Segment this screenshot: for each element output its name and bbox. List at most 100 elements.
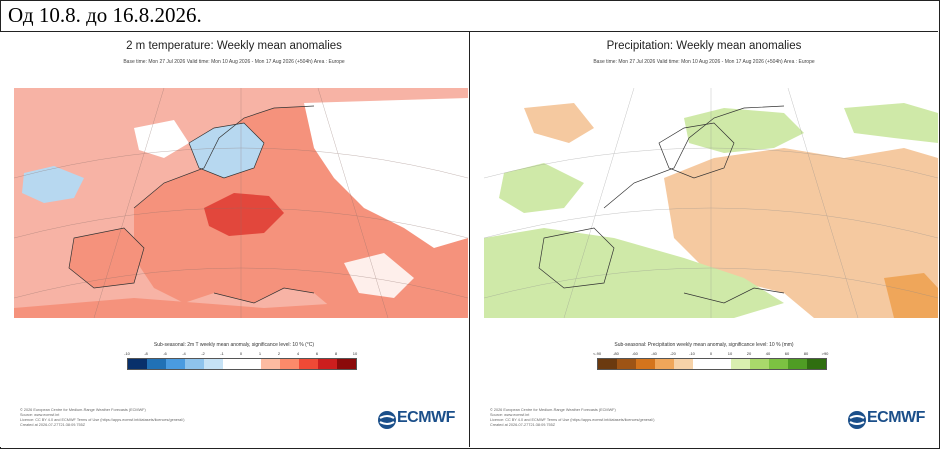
footer-line: © 2026 European Centre for Medium-Range … [490, 408, 616, 412]
legend-swatch [337, 359, 356, 369]
logo-text: ECMWF [867, 409, 925, 426]
legend-tick-label: 80 [803, 351, 809, 356]
neutral-russia [304, 98, 468, 248]
legend-swatch [750, 359, 769, 369]
header-row: Од 10.8. до 16.8.2026. [0, 0, 938, 32]
coastlines [68, 105, 315, 304]
hot-core-central-europe [204, 193, 284, 236]
wet-mediterranean [484, 228, 784, 318]
footer-line: Source: www.ecmwf.int [20, 413, 60, 417]
legend-swatch [769, 359, 788, 369]
footer-credits: © 2026 European Centre for Medium-Range … [20, 408, 260, 428]
legend-swatch [617, 359, 636, 369]
ecmwf-logo-icon [378, 411, 396, 429]
legend-swatch [185, 359, 204, 369]
panel-subtitle: Base time: Mon 27 Jul 2026 Valid time: M… [123, 59, 345, 65]
neutral-north-sea [134, 120, 189, 158]
legend-swatch [807, 359, 826, 369]
legend-swatch [242, 359, 261, 369]
legend-colorbar [127, 358, 357, 370]
neutral-balkans [344, 253, 414, 298]
legend-tick-label: >90 [821, 351, 829, 356]
legend-tick-label: -40 [651, 351, 657, 356]
temperature-map [14, 88, 468, 318]
legend-colorbar [597, 358, 827, 370]
wet-far-east [844, 103, 938, 143]
legend-tick-label: 6 [315, 351, 319, 356]
legend-ticks: <-90 -80 -60 -40 -20 -10 0 10 20 40 60 80 >90 [593, 351, 828, 357]
precipitation-map [484, 88, 938, 318]
ecmwf-logo: ECMWF [377, 408, 463, 430]
land-iberia [69, 228, 144, 288]
coastlines [538, 105, 785, 304]
panel-subtitle: Base time: Mon 27 Jul 2026 Valid time: M… [593, 59, 815, 65]
legend-tick-label: -6 [163, 351, 167, 356]
wet-western-europe [499, 163, 584, 213]
legend-swatch [674, 359, 693, 369]
legend-swatch [128, 359, 147, 369]
panel-title: 2 m temperature: Weekly mean anomalies [126, 40, 342, 52]
legend-swatch [147, 359, 166, 369]
legend-tick-label: 2 [277, 351, 281, 356]
legend-swatch [204, 359, 223, 369]
dry-atlantic [524, 103, 594, 143]
legend-tick-label: -80 [613, 351, 619, 356]
legend-swatch [788, 359, 807, 369]
footer-credits: © 2026 European Centre for Medium-Range … [490, 408, 730, 428]
ecmwf-logo-icon [848, 411, 866, 429]
legend-tick-label: 0 [709, 351, 713, 356]
legend-tick-label: 8 [334, 351, 338, 356]
legend-tick-label: <-90 [592, 351, 602, 356]
legend-tick-label: -8 [144, 351, 148, 356]
legend-swatch [655, 359, 674, 369]
legend-swatch [693, 359, 712, 369]
legend-tick-label: -10 [689, 351, 695, 356]
legend-swatch [712, 359, 731, 369]
legend-tick-label: -10 [124, 351, 130, 356]
legend-tick-label: 10 [352, 351, 358, 356]
legend-tick-label: 1 [258, 351, 262, 356]
date-range-title: Од 10.8. до 16.8.2026. [8, 3, 202, 27]
legend-tick-label: -4 [182, 351, 186, 356]
legend-tick-label: 40 [765, 351, 771, 356]
legend-swatch [166, 359, 185, 369]
logo-text: ECMWF [397, 409, 455, 426]
legend-title: Sub-seasonal: Precipitation weekly mean … [614, 342, 794, 348]
legend-tick-label: -60 [632, 351, 638, 356]
ecmwf-logo: ECMWF [847, 408, 933, 430]
column-divider [469, 32, 470, 447]
panel-title: Precipitation: Weekly mean anomalies [606, 40, 802, 52]
footer-line: Licence: CC BY 4.0 and ECMWF Terms of Us… [490, 418, 655, 422]
legend-swatch [280, 359, 299, 369]
legend-tick-label: 4 [296, 351, 300, 356]
cold-scandinavia [189, 123, 264, 178]
legend-tick-label: -1 [220, 351, 224, 356]
footer-line: Created at 2026-07-27T21:38:09.755Z [490, 423, 556, 427]
dry-core-caspian [884, 273, 938, 318]
graticule [484, 88, 938, 318]
legend-swatch [223, 359, 242, 369]
legend-swatch [731, 359, 750, 369]
legend-swatch [318, 359, 337, 369]
legend-swatch [299, 359, 318, 369]
legend-swatch [261, 359, 280, 369]
legend-tick-label: -2 [201, 351, 205, 356]
cold-atlantic [22, 166, 84, 203]
legend-tick-label: -20 [670, 351, 676, 356]
legend-ticks: -10 -8 -6 -4 -2 -1 0 1 2 4 6 8 10 [124, 351, 358, 357]
legend-swatch [598, 359, 617, 369]
legend-title: Sub-seasonal: 2m T weekly mean anomaly, … [153, 342, 315, 348]
precipitation-panel: Precipitation: Weekly mean anomalies Bas… [470, 32, 938, 447]
legend-tick-label: 20 [746, 351, 752, 356]
legend-tick-label: 10 [727, 351, 733, 356]
temperature-panel: 2 m temperature: Weekly mean anomalies B… [0, 32, 468, 447]
footer-line: Licence: CC BY 4.0 and ECMWF Terms of Us… [20, 418, 185, 422]
legend-swatch [636, 359, 655, 369]
footer-line: © 2026 European Centre for Medium-Range … [20, 408, 146, 412]
legend-tick-label: 60 [784, 351, 790, 356]
legend-tick-label: 0 [239, 351, 243, 356]
wet-scandinavia [684, 108, 804, 153]
footer-line: Created at 2026-07-27T21:38:09.755Z [20, 423, 86, 427]
footer-line: Source: www.ecmwf.int [490, 413, 530, 417]
graticule [14, 88, 468, 318]
